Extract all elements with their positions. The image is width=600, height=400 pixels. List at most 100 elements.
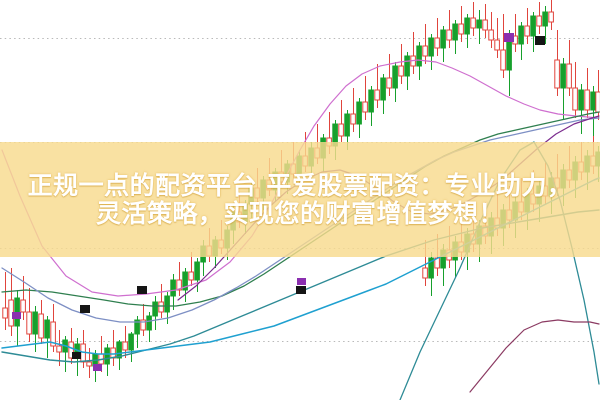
candle-body bbox=[554, 59, 560, 89]
signal-marker-buy bbox=[72, 352, 81, 359]
candle-body bbox=[422, 267, 428, 279]
candle-body bbox=[266, 179, 272, 191]
candle-body bbox=[518, 25, 524, 45]
candle-body bbox=[128, 333, 134, 351]
candle-body bbox=[332, 123, 338, 147]
candle-body bbox=[524, 193, 530, 213]
signal-marker-buy bbox=[137, 286, 147, 294]
candle-body bbox=[500, 49, 506, 71]
candle-body bbox=[584, 155, 590, 173]
candle-body bbox=[398, 65, 404, 77]
candle-body bbox=[386, 77, 392, 89]
candle-body bbox=[524, 25, 530, 37]
candle-body bbox=[422, 45, 428, 57]
signal-markers bbox=[12, 33, 545, 371]
candle-body bbox=[170, 279, 176, 297]
candle-body bbox=[116, 341, 122, 359]
candle-body bbox=[182, 271, 188, 291]
candle-body bbox=[86, 361, 92, 367]
candle-body bbox=[440, 249, 446, 269]
candle-body bbox=[530, 193, 536, 205]
candle-body bbox=[572, 161, 578, 181]
candle-body bbox=[440, 29, 446, 49]
candle-body bbox=[176, 279, 182, 291]
candle-body bbox=[488, 29, 494, 41]
candle-body bbox=[308, 147, 314, 167]
candle-body bbox=[560, 169, 566, 189]
candle-body bbox=[272, 171, 278, 191]
candle-body bbox=[344, 113, 350, 137]
candle-body bbox=[404, 55, 410, 77]
candle-body bbox=[428, 257, 434, 279]
candle-body bbox=[374, 89, 380, 101]
candle-body bbox=[248, 187, 254, 205]
candle-body bbox=[122, 341, 128, 351]
candle-body bbox=[326, 137, 332, 147]
candle-body bbox=[560, 63, 566, 89]
signal-marker-sell bbox=[504, 33, 514, 42]
candle-body bbox=[482, 19, 488, 31]
candle-body bbox=[530, 15, 536, 37]
candle-body bbox=[428, 37, 434, 57]
candle-body bbox=[164, 295, 170, 313]
signal-marker-buy bbox=[296, 286, 306, 294]
candle-body bbox=[206, 245, 212, 257]
candle-body bbox=[32, 311, 38, 335]
candle-body bbox=[458, 23, 464, 35]
candle-body bbox=[158, 301, 164, 313]
candle-body bbox=[56, 345, 62, 353]
candle-body bbox=[470, 17, 476, 29]
candle-body bbox=[260, 179, 266, 199]
candle-body bbox=[188, 271, 194, 281]
ma-line-ma5 bbox=[1, 59, 600, 297]
candle-body bbox=[464, 17, 470, 35]
candle-body bbox=[548, 11, 554, 23]
candle-body bbox=[26, 311, 32, 335]
candle-body bbox=[152, 301, 158, 317]
candle-body bbox=[230, 211, 236, 231]
candle-body bbox=[146, 315, 152, 331]
candle-body bbox=[224, 229, 230, 249]
candle-body bbox=[536, 15, 542, 27]
candle-body bbox=[392, 65, 398, 89]
candle-body bbox=[506, 209, 512, 221]
candle-body bbox=[254, 187, 260, 199]
candle-body bbox=[236, 211, 242, 223]
candle-body bbox=[194, 261, 200, 281]
candle-body bbox=[590, 155, 596, 167]
candle-body bbox=[578, 89, 584, 111]
candle-body bbox=[518, 201, 524, 213]
candle-body bbox=[566, 169, 572, 181]
candle-body bbox=[356, 101, 362, 125]
signal-marker-sell bbox=[297, 278, 306, 285]
candle-body bbox=[476, 19, 482, 29]
candle-body bbox=[512, 201, 518, 221]
candle-body bbox=[494, 217, 500, 229]
candle-body bbox=[494, 39, 500, 51]
candle-body bbox=[44, 319, 50, 339]
candle-body bbox=[542, 185, 548, 197]
signal-marker-buy bbox=[80, 305, 90, 313]
candle-body bbox=[350, 113, 356, 125]
candle-body bbox=[566, 63, 572, 89]
candle-body bbox=[314, 147, 320, 159]
signal-marker-buy bbox=[535, 36, 545, 45]
signal-marker-sell bbox=[12, 312, 21, 319]
candle-body bbox=[578, 161, 584, 173]
candle-body bbox=[140, 319, 146, 331]
candle-body bbox=[338, 123, 344, 137]
candle-body bbox=[446, 29, 452, 41]
candle-body bbox=[110, 347, 116, 359]
candle-body bbox=[320, 137, 326, 159]
candle-body bbox=[104, 347, 110, 365]
candle-body bbox=[218, 239, 224, 249]
candle-body bbox=[362, 101, 368, 113]
ma-line-ma-upper-maroon bbox=[469, 319, 600, 393]
candle-body bbox=[302, 155, 308, 167]
candle-body bbox=[590, 91, 596, 111]
candle-body bbox=[20, 299, 26, 313]
candle-body bbox=[584, 89, 590, 111]
candle-body bbox=[68, 341, 74, 359]
